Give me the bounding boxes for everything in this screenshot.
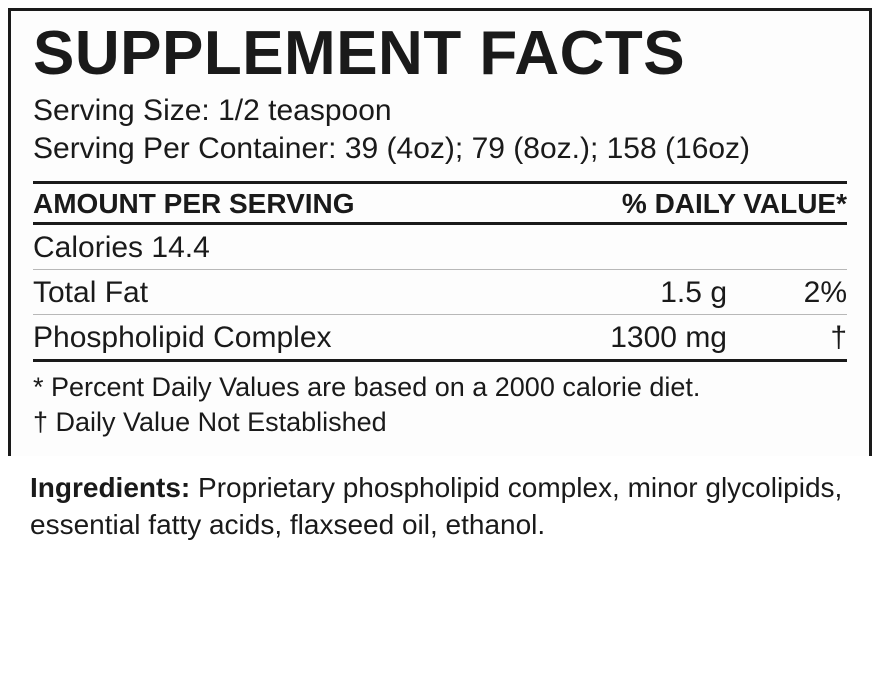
ingredients-block: Ingredients: Proprietary phospholipid co…: [8, 470, 872, 543]
serving-per-container-label: Serving Per Container:: [33, 132, 337, 165]
nutrient-amount: 1300 mg: [527, 321, 727, 355]
nutrient-name: Phospholipid Complex: [33, 321, 527, 355]
nutrient-name: Total Fat: [33, 276, 527, 310]
nutrient-dv: †: [727, 321, 847, 355]
calories-value: 14.4: [151, 231, 209, 264]
amount-value: 1300: [610, 321, 677, 354]
table-row: Phospholipid Complex 1300 mg †: [33, 315, 847, 359]
footnote-line: † Daily Value Not Established: [33, 405, 847, 440]
calories-label-value: Calories 14.4: [33, 231, 847, 265]
panel-title: SUPPLEMENT FACTS: [33, 21, 847, 86]
table-row: Total Fat 1.5 g 2%: [33, 270, 847, 314]
ingredients-label: Ingredients:: [30, 472, 190, 503]
serving-per-container-value: 39 (4oz); 79 (8oz.); 158 (16oz): [345, 132, 750, 165]
header-daily-value: % DAILY VALUE*: [622, 188, 847, 220]
calories-row: Calories 14.4: [33, 225, 847, 269]
calories-label: Calories: [33, 231, 143, 264]
amount-unit: g: [710, 276, 727, 309]
footnote-line: * Percent Daily Values are based on a 20…: [33, 370, 847, 405]
amount-unit: mg: [685, 321, 727, 354]
nutrient-amount: 1.5 g: [527, 276, 727, 310]
supplement-facts-panel: SUPPLEMENT FACTS Serving Size: 1/2 teasp…: [8, 8, 872, 456]
serving-size-value: 1/2 teaspoon: [218, 94, 391, 127]
serving-size-line: Serving Size: 1/2 teaspoon: [33, 92, 847, 130]
serving-per-container-line: Serving Per Container: 39 (4oz); 79 (8oz…: [33, 130, 847, 168]
serving-block: Serving Size: 1/2 teaspoon Serving Per C…: [33, 92, 847, 167]
amount-value: 1.5: [660, 276, 702, 309]
serving-size-label: Serving Size:: [33, 94, 210, 127]
footnotes: * Percent Daily Values are based on a 20…: [33, 362, 847, 440]
table-header: AMOUNT PER SERVING % DAILY VALUE*: [33, 184, 847, 222]
nutrient-dv: 2%: [727, 276, 847, 310]
header-amount-per-serving: AMOUNT PER SERVING: [33, 188, 355, 220]
